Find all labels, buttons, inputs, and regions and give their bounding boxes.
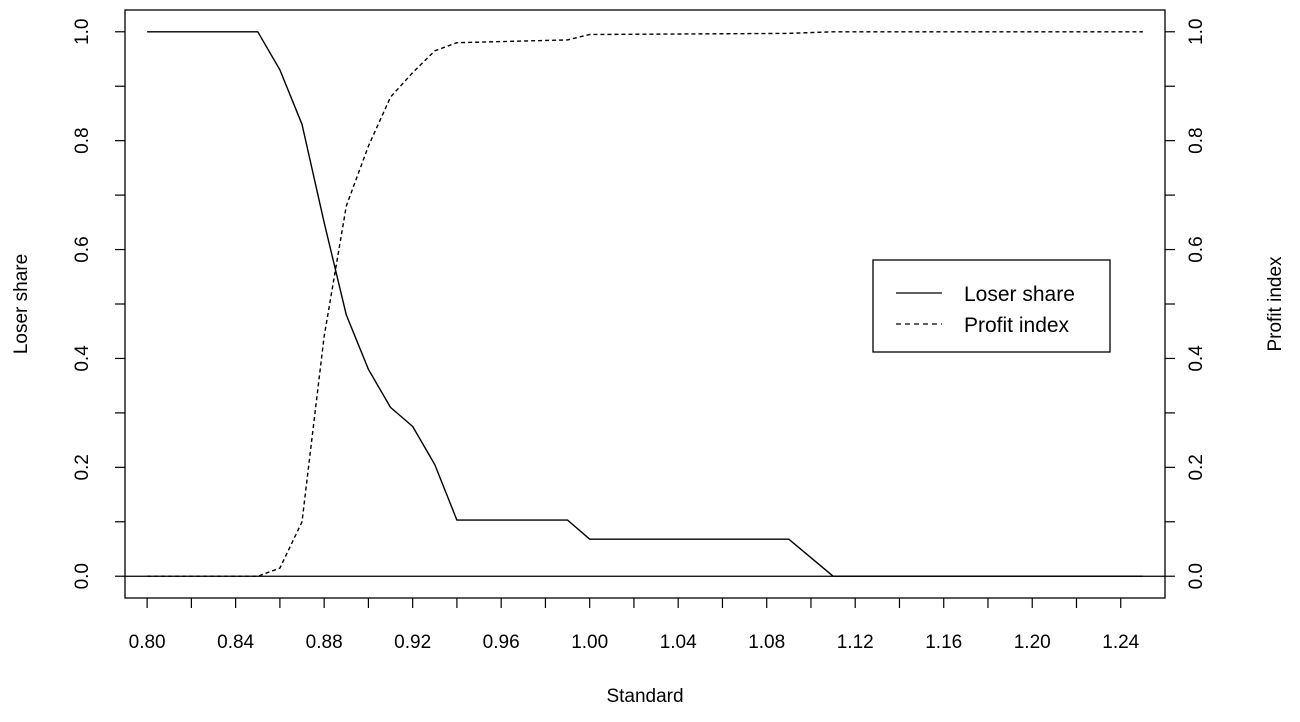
series-line-loser-share: [147, 31, 1143, 577]
y-right-tick-label: 1.0: [1186, 19, 1207, 45]
legend-box: [872, 259, 1111, 353]
x-tick-label: 0.96: [483, 632, 520, 653]
x-tick-label: 1.00: [571, 632, 608, 653]
x-tick-label: 0.92: [394, 632, 431, 653]
x-tick-label: 1.24: [1102, 632, 1139, 653]
y-left-tick-label: 0.8: [72, 127, 93, 153]
y-axis-right: 0.0 0.2 0.4 0.6 0.8 1.0: [1165, 19, 1207, 589]
x-axis: 0.80 0.84 0.88 0.92 0.96 1.00 1.04 1.08 1.12 1.16…: [129, 598, 1140, 653]
y-axis-title-left: Loser share: [11, 254, 32, 354]
series-layer: [147, 31, 1143, 577]
x-tick-label: 1.12: [837, 632, 874, 653]
x-tick-label: 1.04: [660, 632, 697, 653]
legend: Loser share Profit index: [872, 259, 1111, 353]
x-tick-label: 1.16: [925, 632, 962, 653]
y-right-tick-label: 0.6: [1186, 236, 1207, 262]
x-tick-label: 0.88: [306, 632, 343, 653]
y-axis-title-right: Profit index: [1265, 256, 1286, 352]
x-tick-label: 0.80: [129, 632, 166, 653]
y-left-tick-label: 1.0: [72, 19, 93, 45]
y-right-tick-label: 0.8: [1186, 127, 1207, 153]
y-left-tick-label: 0.6: [72, 236, 93, 262]
x-axis-title: Standard: [606, 686, 683, 707]
y-left-tick-label: 0.2: [72, 454, 93, 480]
y-axis-left: 0.0 0.2 0.4 0.6 0.8 1.0: [72, 19, 125, 589]
y-right-tick-label: 0.0: [1186, 563, 1207, 589]
y-right-tick-label: 0.4: [1186, 345, 1207, 372]
x-tick-label: 1.20: [1014, 632, 1051, 653]
series-line-profit-index: [147, 31, 1143, 577]
y-left-tick-label: 0.0: [72, 563, 93, 589]
y-left-tick-label: 0.4: [72, 345, 93, 372]
legend-label-profit-index: Profit index: [964, 314, 1070, 337]
y-right-tick-label: 0.2: [1186, 454, 1207, 480]
legend-label-loser-share: Loser share: [964, 283, 1075, 306]
x-tick-label: 1.08: [748, 632, 785, 653]
x-tick-label: 0.84: [217, 632, 254, 653]
